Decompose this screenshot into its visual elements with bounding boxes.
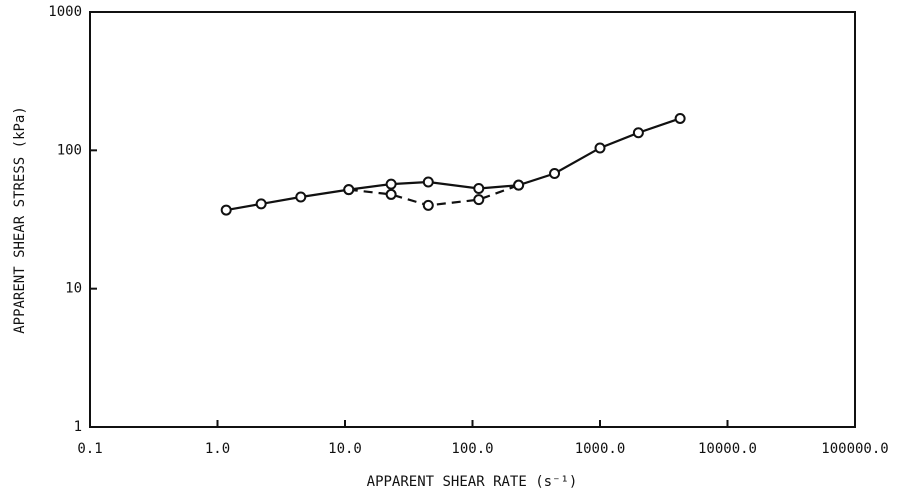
data-point <box>513 179 525 191</box>
x-tick-label: 1000.0 <box>575 441 626 457</box>
x-tick-label: 1.0 <box>205 441 230 457</box>
data-point <box>632 127 644 139</box>
x-tick-label: 10000.0 <box>698 441 757 457</box>
data-point <box>473 194 485 206</box>
data-point <box>220 204 232 216</box>
x-axis-label: APPARENT SHEAR RATE (s⁻¹) <box>367 474 578 490</box>
data-point <box>255 198 267 210</box>
data-point <box>295 191 307 203</box>
data-point <box>422 176 434 188</box>
data-point <box>343 184 355 196</box>
x-tick-label: 100.0 <box>451 441 493 457</box>
y-tick-label: 10 <box>65 281 82 297</box>
data-point <box>549 168 561 180</box>
y-axis-label: APPARENT SHEAR STRESS (kPa) <box>12 106 28 334</box>
x-tick-label: 0.1 <box>77 441 102 457</box>
data-point <box>674 112 686 124</box>
data-point <box>422 199 434 211</box>
plot-frame <box>89 11 856 428</box>
data-point <box>385 178 397 190</box>
y-tick-label: 100 <box>57 142 82 158</box>
y-tick-label: 1000 <box>48 4 82 20</box>
data-point <box>594 142 606 154</box>
x-tick-label: 100000.0 <box>821 441 888 457</box>
y-tick-label: 1 <box>74 419 82 435</box>
data-point <box>385 188 397 200</box>
data-point <box>473 182 485 194</box>
x-tick-label: 10.0 <box>328 441 362 457</box>
series-line <box>226 117 681 212</box>
